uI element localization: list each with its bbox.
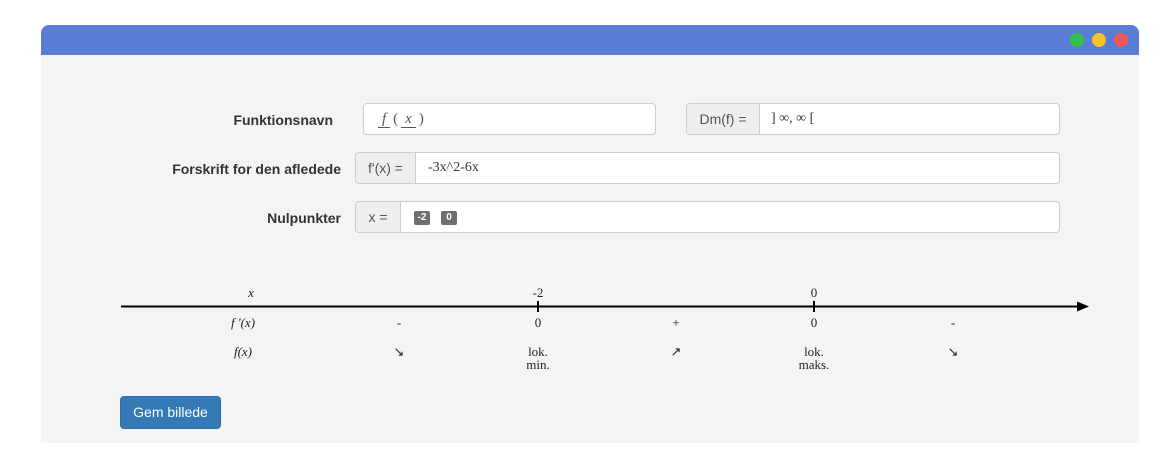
zeros-field[interactable]: x = -2 0 [355,201,1060,233]
extremum-word: lok. [804,344,824,359]
fprime-sign: - [950,315,956,330]
domain-field[interactable]: Dm(f) = ] ∞, ∞ [ [686,103,1060,135]
decreasing-arrow: ↘ [947,344,959,359]
row-label-f: f(x) [233,344,253,359]
close-dot[interactable] [1114,33,1128,47]
domain-value[interactable]: ] ∞, ∞ [ [771,111,815,126]
row-label-fprime: f '(x) [230,315,256,330]
extremum-type: min. [526,357,550,372]
function-name-label: Funktionsnavn [233,112,333,128]
zeros-label: Nulpunkter [267,210,341,226]
x-value: -2 [532,285,544,300]
axis-arrowhead [1077,301,1089,312]
derivative-field[interactable]: f'(x) = -3x^2-6x [355,152,1060,184]
derivative-input[interactable]: -3x^2-6x [428,160,479,175]
derivative-label: Forskrift for den afledede [172,161,341,177]
zeros-addon: x = [356,202,401,232]
variable-letter-input[interactable]: x [401,112,416,128]
extremum-word: lok. [528,344,548,359]
fprime-sign: - [396,315,402,330]
titlebar [41,25,1139,55]
increasing-arrow: ↗ [670,344,682,359]
fprime-zero: 0 [810,315,818,330]
minimize-dot[interactable] [1092,33,1106,47]
fprime-zero: 0 [534,315,542,330]
row-label-x: x [248,285,254,300]
extremum-label: lok. maks. [784,345,844,371]
fprime-sign: + [672,315,680,330]
function-name-field[interactable]: f(x) [363,103,656,135]
extremum-label: lok. min. [508,345,568,371]
extremum-type: maks. [798,357,830,372]
function-letter-input[interactable]: f [378,112,391,128]
app-window: Funktionsnavn f(x) Dm(f) = ] ∞, ∞ [ Fors… [41,25,1139,443]
sign-chart [121,301,1089,312]
x-value: 0 [810,285,818,300]
function-name-value: f(x) [378,111,427,128]
maximize-dot[interactable] [1070,33,1084,47]
derivative-addon: f'(x) = [356,153,416,183]
decreasing-arrow: ↘ [393,344,405,359]
save-image-button[interactable]: Gem billede [120,396,221,429]
zero-chip[interactable]: 0 [441,211,457,225]
domain-addon: Dm(f) = [687,104,760,134]
zero-chip[interactable]: -2 [414,211,430,225]
